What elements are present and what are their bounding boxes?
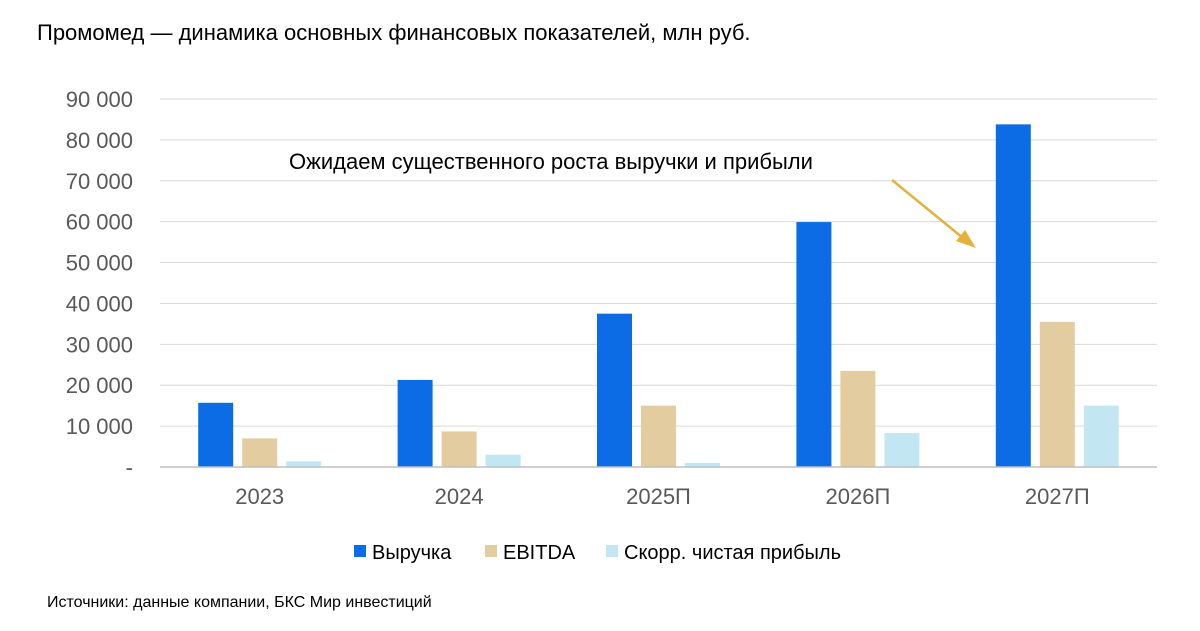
x-tick-label: 2023 — [235, 484, 284, 509]
y-tick-label: 30 000 — [66, 332, 133, 357]
legend: Выручка EBITDA Скорр. чистая прибыль — [354, 542, 841, 564]
legend-label: Выручка — [372, 542, 452, 564]
x-tick-label: 2026П — [826, 484, 891, 509]
y-axis-ticks: - 10 000 20 000 30 000 40 000 50 000 60 000 70 … — [66, 87, 133, 480]
bar-1-3 — [597, 313, 632, 467]
legend-swatch — [606, 545, 618, 557]
chart-title: Промомед — динамика основных финансовых … — [37, 20, 751, 45]
annotation-text: Ожидаем существенного роста выручки и пр… — [289, 149, 813, 174]
source-note: Источники: данные компании, БКС Мир инве… — [47, 594, 432, 611]
grid-lines — [160, 98, 1157, 427]
bar-1-5 — [995, 124, 1031, 468]
bar-3-4 — [884, 433, 920, 467]
legend-swatch — [485, 545, 497, 557]
y-tick-label: 20 000 — [66, 373, 133, 398]
bar-2-1 — [242, 438, 278, 467]
bar-3-3 — [685, 462, 720, 467]
x-tick-label: 2025П — [626, 484, 691, 509]
bar-2-3 — [641, 405, 676, 467]
y-tick-label: 60 000 — [66, 210, 133, 235]
legend-swatch — [354, 545, 366, 557]
bar-2-5 — [1039, 321, 1075, 467]
y-tick-label: 80 000 — [66, 128, 133, 153]
x-axis-labels: 2023 2024 2025П 2026П 2027П — [235, 484, 1089, 509]
bar-3-2 — [485, 454, 521, 467]
bar-1-1 — [198, 402, 234, 467]
legend-label: Скорр. чистая прибыль — [624, 542, 841, 564]
y-tick-label: 10 000 — [66, 414, 133, 439]
x-tick-label: 2027П — [1025, 484, 1090, 509]
bar-2-4 — [840, 370, 876, 467]
bar-3-1 — [286, 461, 322, 467]
y-tick-label: 90 000 — [66, 87, 133, 112]
y-tick-label: 50 000 — [66, 251, 133, 276]
bars — [198, 124, 1119, 468]
annotation-arrow — [891, 179, 964, 239]
x-tick-label: 2024 — [435, 484, 484, 509]
y-tick-label: - — [126, 455, 133, 480]
annotation: Ожидаем существенного роста выручки и пр… — [289, 149, 976, 248]
bar-3-5 — [1083, 405, 1119, 467]
y-tick-label: 70 000 — [66, 169, 133, 194]
annotation-arrowhead — [956, 230, 976, 248]
bar-1-4 — [796, 222, 832, 467]
legend-label: EBITDA — [503, 542, 576, 564]
bar-1-2 — [397, 379, 433, 467]
y-tick-label: 40 000 — [66, 291, 133, 316]
bar-2-2 — [441, 431, 477, 467]
